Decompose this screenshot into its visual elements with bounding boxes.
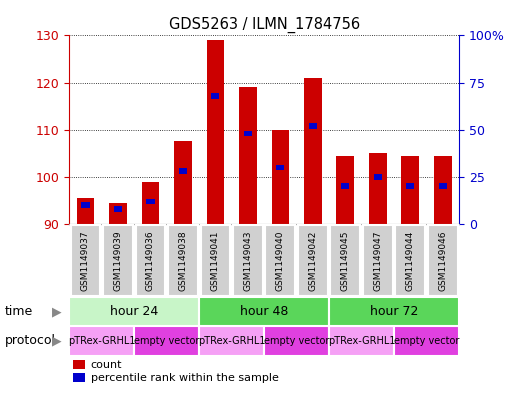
Bar (309, 123, 317, 129)
Bar (396, 225, 425, 296)
Text: GSM1149043: GSM1149043 (244, 230, 252, 290)
Bar (402, 156, 419, 224)
Bar (239, 87, 257, 224)
Bar (374, 174, 382, 180)
Bar (337, 156, 354, 224)
Text: GSM1149039: GSM1149039 (113, 230, 123, 291)
Bar (76, 198, 94, 224)
Text: ▶: ▶ (52, 334, 61, 347)
Bar (103, 225, 133, 296)
Text: GSM1149047: GSM1149047 (373, 230, 382, 290)
Bar (69, 326, 134, 356)
Bar (71, 225, 101, 296)
Text: GSM1149045: GSM1149045 (341, 230, 350, 290)
Text: GSM1149036: GSM1149036 (146, 230, 155, 291)
Bar (207, 40, 224, 224)
Text: empty vector: empty vector (134, 336, 200, 346)
Bar (369, 153, 387, 224)
Text: GSM1149042: GSM1149042 (308, 230, 318, 290)
Text: hour 72: hour 72 (370, 305, 418, 318)
Text: count: count (91, 360, 122, 369)
Bar (304, 78, 322, 224)
Text: hour 24: hour 24 (110, 305, 159, 318)
Bar (271, 130, 289, 224)
Bar (179, 168, 187, 174)
Text: GSM1149040: GSM1149040 (276, 230, 285, 290)
Bar (109, 203, 127, 224)
Text: GSM1149037: GSM1149037 (81, 230, 90, 291)
Text: ▶: ▶ (52, 305, 61, 318)
Bar (277, 165, 285, 170)
Bar (329, 297, 459, 326)
Bar (142, 182, 160, 224)
Bar (82, 202, 90, 208)
Bar (329, 326, 394, 356)
Text: protocol: protocol (5, 334, 56, 347)
Bar (363, 225, 393, 296)
Text: pTRex-GRHL1: pTRex-GRHL1 (328, 336, 396, 346)
Bar (428, 225, 458, 296)
Bar (201, 225, 230, 296)
Text: pTRex-GRHL1: pTRex-GRHL1 (68, 336, 135, 346)
Text: hour 48: hour 48 (240, 305, 288, 318)
Bar (264, 326, 329, 356)
Bar (439, 184, 447, 189)
Bar (330, 225, 360, 296)
Text: GSM1149046: GSM1149046 (439, 230, 447, 290)
Text: time: time (5, 305, 33, 318)
Text: GSM1149038: GSM1149038 (179, 230, 187, 291)
Bar (135, 225, 165, 296)
Bar (168, 225, 198, 296)
Bar (233, 225, 263, 296)
Bar (406, 184, 415, 189)
Text: GSM1149044: GSM1149044 (406, 230, 415, 290)
Bar (394, 326, 459, 356)
Text: pTRex-GRHL1: pTRex-GRHL1 (198, 336, 265, 346)
Bar (69, 297, 199, 326)
Bar (73, 360, 85, 369)
Bar (146, 198, 154, 204)
Text: percentile rank within the sample: percentile rank within the sample (91, 373, 279, 383)
Bar (244, 130, 252, 136)
Bar (199, 326, 264, 356)
Bar (434, 156, 452, 224)
Bar (134, 326, 199, 356)
Text: empty vector: empty vector (394, 336, 459, 346)
Text: GSM1149041: GSM1149041 (211, 230, 220, 290)
Bar (199, 297, 329, 326)
Title: GDS5263 / ILMN_1784756: GDS5263 / ILMN_1784756 (169, 17, 360, 33)
Bar (174, 141, 192, 224)
Bar (211, 93, 220, 99)
Text: empty vector: empty vector (264, 336, 329, 346)
Bar (73, 373, 85, 382)
Bar (266, 225, 295, 296)
Bar (114, 206, 122, 212)
Bar (341, 184, 349, 189)
Bar (298, 225, 328, 296)
